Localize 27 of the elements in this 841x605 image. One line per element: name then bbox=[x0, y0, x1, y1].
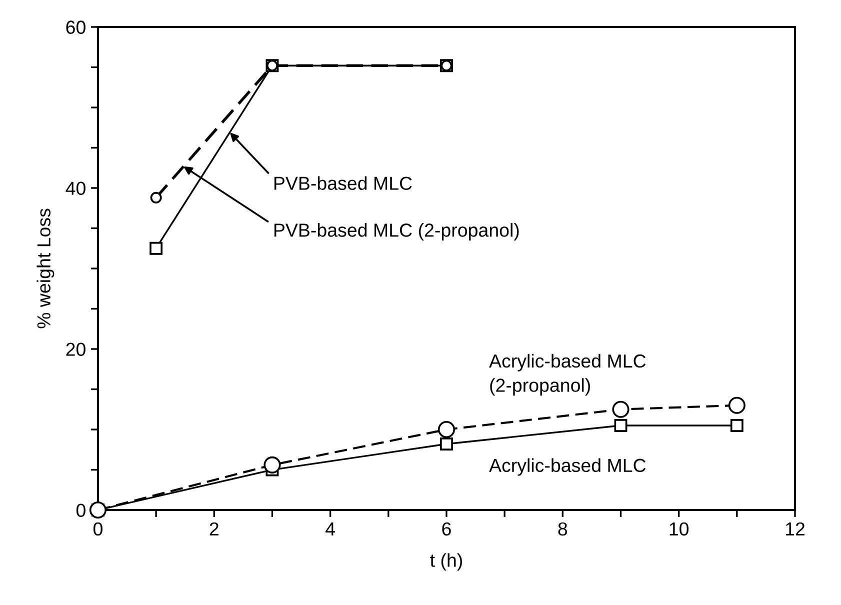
point bbox=[612, 400, 630, 418]
x-tick-label: 6 bbox=[442, 522, 451, 536]
x-tick-label: 4 bbox=[326, 522, 335, 536]
annotation: Acrylic-based MLC bbox=[489, 458, 646, 476]
point bbox=[264, 456, 281, 474]
x-axis-title: t (h) bbox=[430, 553, 462, 571]
y-axis-title: % weight Loss bbox=[36, 208, 54, 328]
y-tick-label: 20 bbox=[66, 342, 86, 356]
y-tick-label: 40 bbox=[66, 182, 86, 195]
point bbox=[150, 242, 163, 255]
x-tick-label: 10 bbox=[670, 522, 689, 536]
y-tick-label: 0 bbox=[76, 504, 86, 517]
annotation: Acrylic-based MLC (2-propanol) bbox=[489, 354, 646, 396]
point bbox=[89, 501, 107, 519]
point bbox=[440, 438, 453, 450]
point bbox=[150, 192, 162, 204]
point bbox=[728, 396, 746, 414]
point bbox=[730, 419, 744, 432]
annotation: PVB-based MLC bbox=[274, 176, 412, 190]
x-tick-label: 12 bbox=[786, 522, 804, 536]
x-tick-label: 2 bbox=[210, 522, 218, 536]
y-tick-label: 60 bbox=[66, 20, 86, 34]
x-tick-label: 0 bbox=[93, 522, 102, 536]
point bbox=[614, 419, 628, 432]
annotation: PVB-based MLC (2-propanol) bbox=[274, 223, 519, 241]
point bbox=[438, 420, 456, 438]
x-tick-label: 8 bbox=[558, 522, 568, 536]
